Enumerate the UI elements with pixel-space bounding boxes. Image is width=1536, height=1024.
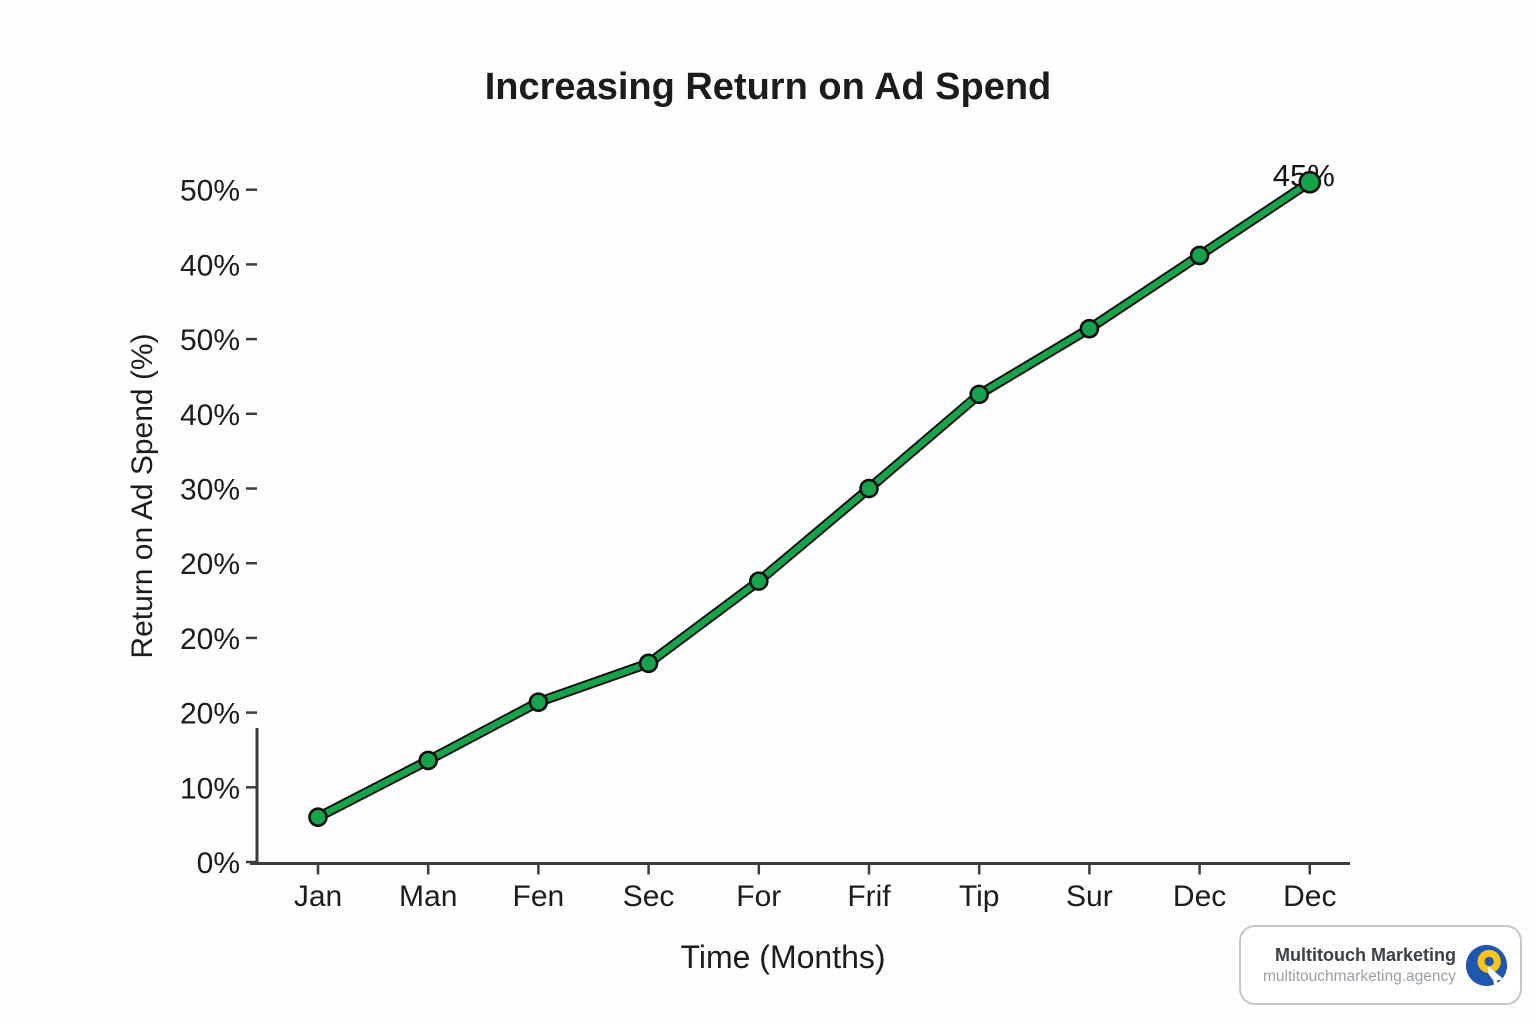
data-point-marker: [308, 807, 328, 827]
data-point-marker: [418, 750, 439, 771]
data-point-marker: [1079, 318, 1100, 339]
y-tick-label: 20%: [180, 548, 240, 581]
x-tick-label: Fen: [513, 880, 565, 913]
x-tick-label: Dec: [1173, 880, 1226, 913]
x-tick-label: For: [736, 880, 781, 913]
x-tick-label: Tip: [959, 880, 1000, 913]
y-tick-label: 20%: [180, 623, 240, 656]
y-tick-label: 30%: [180, 474, 240, 507]
x-tick-label: Man: [399, 880, 457, 913]
data-point-marker: [748, 571, 769, 591]
y-tick-label: 50%: [180, 324, 240, 357]
data-point-marker: [1298, 170, 1322, 194]
brand-text-block: Multitouch Marketing multitouchmarketing…: [1263, 944, 1456, 986]
y-axis-title: Return on Ad Spend (%): [126, 333, 159, 658]
x-tick-label: Jan: [294, 880, 342, 913]
y-tick-label: 40%: [180, 249, 240, 282]
brand-name: Multitouch Marketing: [1275, 945, 1456, 966]
data-point-marker: [1189, 245, 1210, 266]
data-point-marker: [528, 692, 549, 712]
multitouch-logo-icon: [1465, 944, 1508, 987]
data-point-marker: [638, 653, 659, 674]
data-point-marker: [969, 384, 990, 405]
y-tick-label: 10%: [180, 772, 240, 805]
series-line: [314, 179, 1313, 821]
x-tick-label: Sur: [1066, 880, 1113, 913]
x-tick-label: Dec: [1283, 880, 1336, 913]
data-point-marker: [859, 478, 879, 499]
y-tick-label: 0%: [197, 847, 240, 880]
y-tick-label: 50%: [180, 175, 240, 208]
x-tick-label: Frif: [847, 880, 891, 913]
brand-url: multitouchmarketing.agency: [1263, 967, 1456, 985]
x-tick-label: Sec: [623, 880, 675, 913]
chart-title: Increasing Return on Ad Spend: [484, 66, 1052, 108]
y-tick-label: 40%: [180, 399, 240, 432]
y-tick-label: 20%: [180, 698, 240, 731]
brand-badge: Multitouch Marketing multitouchmarketing…: [1239, 925, 1522, 1005]
x-axis-title: Time (Months): [680, 939, 885, 975]
